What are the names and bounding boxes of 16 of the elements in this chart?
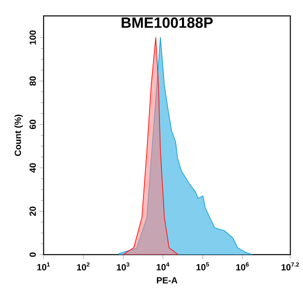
- y-tick-label: 20: [30, 206, 36, 216]
- x-tick-label: 10$^{1}$: [37, 262, 50, 270]
- y-axis-title: Count (%): [14, 114, 23, 156]
- y-tick-label: 40: [30, 163, 36, 173]
- x-tick-label: 10$^{2}$: [77, 262, 90, 270]
- x-axis-title: PE-A: [156, 277, 178, 284]
- y-tick-label: 60: [30, 120, 36, 129]
- x-tick-label: 10$^{6}$: [236, 262, 249, 270]
- chart-title: BME100188P: [122, 17, 213, 28]
- y-tick-label: 100: [30, 30, 36, 44]
- x-tick-label: 10$^{3}$: [116, 262, 130, 270]
- x-tick-label: 10$^{4}$: [156, 262, 170, 270]
- x-tick-label: 10$^{5}$: [196, 262, 209, 270]
- y-tick-label: 80: [30, 76, 36, 86]
- x-tick-label: 10$^{7.2}$: [282, 262, 299, 270]
- y-tick-label: 0: [30, 252, 36, 257]
